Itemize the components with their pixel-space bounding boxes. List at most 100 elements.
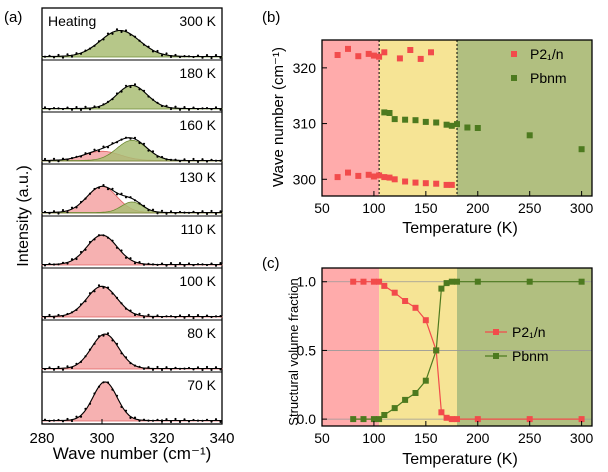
data-point xyxy=(205,160,209,163)
data-point xyxy=(93,105,96,108)
data-point xyxy=(138,202,141,205)
data-point xyxy=(75,206,78,209)
data-point xyxy=(106,381,110,384)
data-point xyxy=(129,309,132,312)
data-point xyxy=(48,108,51,111)
data-point xyxy=(370,52,377,59)
data-point xyxy=(97,186,101,189)
data-point xyxy=(61,261,65,264)
data-point xyxy=(169,420,173,423)
legend-label: P2₁/n xyxy=(530,46,564,62)
panel-c-label: (c) xyxy=(262,255,280,272)
data-point xyxy=(111,292,114,295)
data-point xyxy=(48,54,51,57)
data-point xyxy=(48,212,51,215)
data-point xyxy=(210,108,213,111)
data-point xyxy=(79,108,83,111)
x-tick-label: 150 xyxy=(414,430,438,446)
data-point xyxy=(151,263,155,266)
data-point xyxy=(52,157,56,160)
plot-frame xyxy=(321,267,593,427)
data-point xyxy=(187,420,191,423)
data-point xyxy=(165,104,168,107)
y-tick-label: 310 xyxy=(293,116,317,132)
data-point xyxy=(178,210,182,214)
data-point xyxy=(402,178,409,185)
data-point xyxy=(111,187,114,190)
data-point xyxy=(142,89,146,92)
data-point xyxy=(102,286,105,289)
data-point xyxy=(133,83,137,86)
data-point xyxy=(111,98,114,101)
data-point xyxy=(386,174,393,181)
data-point xyxy=(84,152,87,155)
data-point xyxy=(43,210,47,214)
data-point xyxy=(355,172,362,179)
data-point xyxy=(93,44,96,47)
data-point xyxy=(187,262,191,265)
data-point xyxy=(43,157,47,161)
data-point xyxy=(160,104,164,108)
data-point xyxy=(43,418,47,421)
data-point xyxy=(151,50,155,53)
data-point xyxy=(156,212,159,215)
data-point xyxy=(370,416,377,423)
data-point xyxy=(443,121,450,128)
data-point xyxy=(169,210,173,213)
x-tick-label: 300 xyxy=(570,430,594,446)
phase-band xyxy=(322,268,380,426)
data-point xyxy=(84,105,87,108)
data-point xyxy=(48,366,51,369)
data-point xyxy=(174,105,177,108)
data-point xyxy=(75,415,78,418)
data-point xyxy=(178,420,182,423)
data-point xyxy=(578,416,585,423)
data-point xyxy=(160,315,164,319)
data-point xyxy=(396,55,403,62)
data-point xyxy=(360,278,367,285)
data-point xyxy=(151,368,155,371)
data-point xyxy=(412,304,419,311)
data-point xyxy=(61,157,65,160)
data-point xyxy=(381,49,388,56)
data-point xyxy=(102,381,105,384)
data-point xyxy=(97,385,101,388)
x-tick-label: 200 xyxy=(466,200,490,216)
y-tick-label: 0.0 xyxy=(297,411,317,427)
data-point xyxy=(151,316,155,319)
data-point xyxy=(129,362,132,365)
data-point xyxy=(79,155,83,158)
data-point xyxy=(454,278,460,285)
data-point xyxy=(57,212,60,215)
data-point xyxy=(402,298,409,304)
data-point xyxy=(438,285,445,292)
data-point xyxy=(412,390,419,396)
data-point xyxy=(578,278,585,285)
data-point xyxy=(151,98,155,101)
temperature-label: 180 K xyxy=(179,65,216,81)
data-point xyxy=(156,263,159,266)
data-point xyxy=(52,107,56,110)
data-point xyxy=(214,159,218,162)
data-point xyxy=(433,347,440,354)
data-point xyxy=(66,158,69,161)
data-point xyxy=(412,179,419,186)
data-point xyxy=(84,49,87,52)
data-point xyxy=(142,418,146,421)
data-point xyxy=(147,45,150,48)
data-point xyxy=(448,122,455,129)
legend-label: Pbnm xyxy=(512,348,549,364)
panel-c-ylabel: Structural volume fraction xyxy=(286,278,301,425)
data-point xyxy=(84,300,87,303)
data-point xyxy=(66,106,69,109)
data-point xyxy=(129,85,132,89)
data-point xyxy=(79,360,83,363)
data-point xyxy=(350,416,357,423)
data-point xyxy=(115,296,119,299)
data-point xyxy=(201,107,204,110)
data-point xyxy=(106,332,110,335)
data-point xyxy=(57,53,60,57)
data-point xyxy=(84,407,87,410)
data-point xyxy=(57,313,60,317)
x-tick-label: 150 xyxy=(414,200,438,216)
